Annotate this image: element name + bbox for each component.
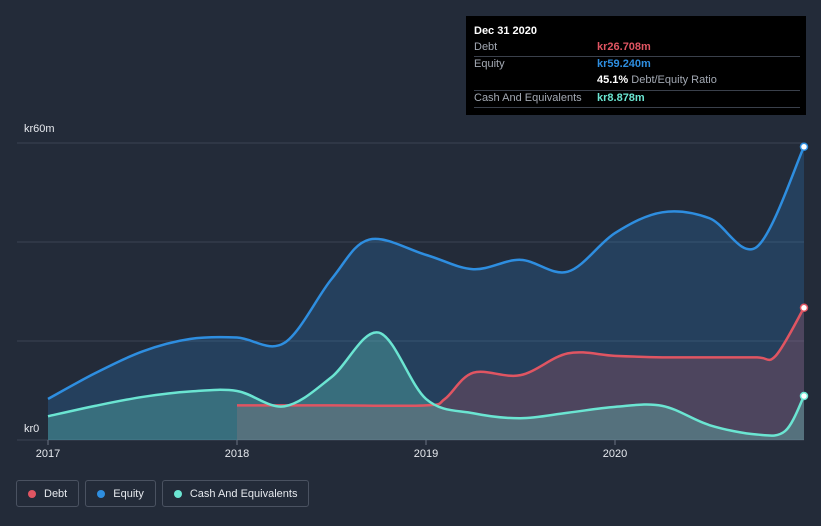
area-fills <box>48 146 804 440</box>
legend-item-debt[interactable]: Debt <box>16 480 80 507</box>
cash-line <box>47 331 806 437</box>
tooltip-row-cash: Cash And Equivalents kr8.878m <box>474 90 800 107</box>
series-lines <box>47 142 809 437</box>
tooltip-equity-label: Equity <box>474 58 505 70</box>
tooltip-ratio-label: Debt/Equity Ratio <box>631 74 717 86</box>
x-tick-label: 2017 <box>36 448 60 460</box>
y-tick-label-top: kr60m <box>24 123 55 135</box>
gridlines <box>17 142 804 441</box>
tooltip-cash-value: kr8.878m <box>597 92 645 104</box>
tooltip-debt-value: kr26.708m <box>597 41 651 53</box>
debt-line <box>237 307 806 408</box>
y-tick-label-bottom: kr0 <box>24 423 39 435</box>
equity-end-marker <box>799 142 809 152</box>
legend-debt-label: Debt <box>44 487 68 500</box>
debt-dot-icon <box>28 489 36 498</box>
legend-item-equity[interactable]: Equity <box>85 480 156 507</box>
tooltip-divider <box>474 56 800 57</box>
tooltip-row-debt: Debt kr26.708m <box>474 39 800 56</box>
tooltip-row-equity: Equity kr59.240m <box>474 56 800 73</box>
tooltip-equity-value: kr59.240m <box>597 58 651 70</box>
legend-item-cash[interactable]: Cash And Equivalents <box>161 480 310 507</box>
tooltip-debt-label: Debt <box>474 41 498 53</box>
legend-equity-label: Equity <box>113 487 144 500</box>
legend: Debt Equity Cash And Equivalents <box>16 480 310 507</box>
equity-area <box>48 146 804 440</box>
tooltip-cash-label: Cash And Equivalents <box>474 92 582 104</box>
tooltip-date: Dec 31 2020 <box>474 25 537 37</box>
cash-area <box>48 332 804 440</box>
tooltip-divider <box>474 107 800 108</box>
cash-dot-icon <box>173 489 182 498</box>
x-axis: 2017 2018 2019 2020 <box>36 440 627 460</box>
x-tick-label: 2020 <box>603 448 627 460</box>
x-tick-label: 2019 <box>414 448 438 460</box>
tooltip-ratio-value: 45.1% <box>597 74 629 86</box>
tooltip-divider <box>474 90 800 91</box>
x-tick-label: 2018 <box>225 448 249 460</box>
equity-dot-icon <box>97 489 106 498</box>
legend-cash-label: Cash And Equivalents <box>189 487 298 500</box>
tooltip-ratio: 45.1% Debt/Equity Ratio <box>597 74 717 86</box>
debt-end-marker <box>799 303 809 313</box>
tooltip: Dec 31 2020 Debt kr26.708m Equity kr59.2… <box>466 16 806 115</box>
tooltip-row-ratio: 45.1% Debt/Equity Ratio <box>474 72 800 89</box>
cash-end-marker <box>799 391 809 401</box>
equity-line <box>47 146 806 401</box>
